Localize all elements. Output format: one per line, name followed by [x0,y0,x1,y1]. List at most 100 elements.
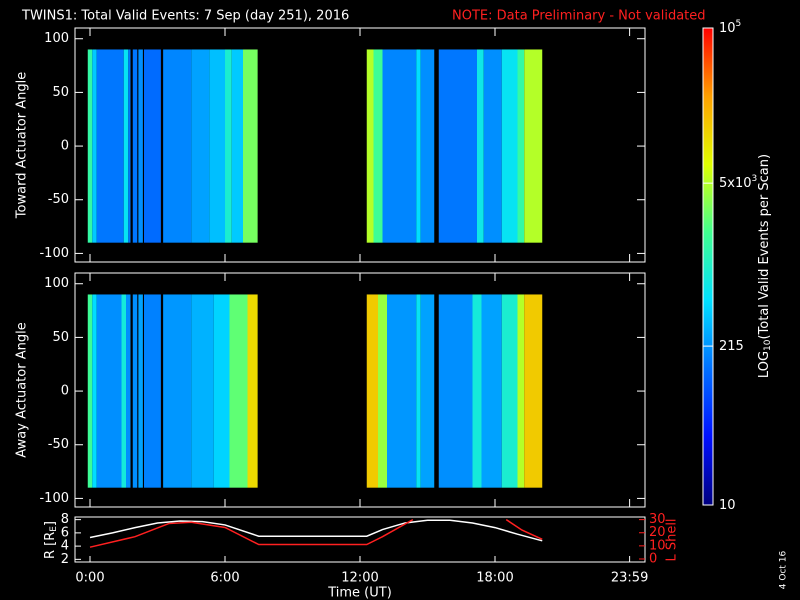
heat-stripe [243,49,258,243]
x-tick-label: 0:00 [75,571,104,586]
heat-stripe [96,49,124,243]
heat-stripe [229,294,248,488]
colorbar [702,27,714,506]
heat-stripe [373,49,383,243]
y-tick-label: 50 [52,330,69,345]
colorbar-tick-label: 5x103 [719,174,757,191]
heat-stripe [377,294,387,488]
y-tick-label: 50 [52,85,69,100]
x-tick-label: 6:00 [210,571,239,586]
y2-tick-label: 30 [649,512,666,527]
y2-tick-label: 20 [649,525,666,540]
heat-stripe [501,49,518,243]
y-tick-label: 2 [61,552,69,567]
label-part: LOG [757,351,772,378]
heat-stripe [144,49,161,243]
series-line [89,518,543,548]
y-tick-label: -50 [48,437,69,452]
chart-title: TWINS1: Total Valid Events: 7 Sep (day 2… [21,9,349,24]
y-tick-label: 0 [61,384,69,399]
tick-sup: 3 [752,174,758,184]
heat-stripe [163,294,192,488]
y2-axis-label: L Shell [665,518,680,561]
note: NOTE: Data Preliminary - Not validated [452,9,706,24]
x-axis-label: Time (UT) [327,586,392,600]
heat-stripe [128,49,131,243]
heat-stripe [366,294,378,488]
y-tick-label: 0 [61,139,69,154]
y-tick-label: -100 [39,491,69,506]
colorbar-label: LOG10(Total Valid Events per Scan) [757,154,773,378]
heat-stripe [163,49,192,243]
y-tick-label: 100 [44,31,69,46]
y2-tick-label: 10 [649,538,666,553]
colorbar-tick-label: 105 [719,19,741,36]
heat-stripe [438,49,477,243]
heat-stripe [517,294,525,488]
heat-stripe [524,294,543,488]
heat-stripe [123,49,129,243]
heat-stripe [231,49,244,243]
heat-stripe [144,294,161,488]
footer: 4 Oct 16 [779,550,789,589]
label-part: (Total Valid Events per Scan) [757,154,772,340]
heat-stripe [132,49,138,243]
colorbar-tick-label: 10 [719,498,736,513]
heat-stripe [126,294,131,488]
x-tick-label: 23:59 [611,571,648,586]
y-tick-label: 6 [61,525,69,540]
tick-text: 5x10 [719,176,752,191]
heat-stripe [416,49,421,243]
heat-stripe [191,49,210,243]
heat-stripe [247,294,258,488]
x-tick-label: 12:00 [341,571,378,586]
colorbar-tick-label: 215 [719,339,744,354]
heat-stripe [138,49,143,243]
heat-stripe [121,294,127,488]
series-line [89,519,543,542]
heat-stripe [96,294,122,488]
heat-stripe [366,49,374,243]
tick-text: 215 [719,339,744,354]
x-tick-label: 18:00 [476,571,513,586]
y-axis-label: R [RE] [43,521,59,559]
heat-stripe [386,294,417,488]
y-tick-label: -50 [48,192,69,207]
tick-text: 10 [719,498,736,513]
y-tick-label: 8 [61,512,69,527]
heat-stripe [476,49,484,243]
y-tick-label: 100 [44,276,69,291]
heat-stripe [132,294,138,488]
heat-stripe [87,49,93,243]
heat-stripe [225,49,232,243]
heat-stripe [438,294,473,488]
heat-stripe [420,294,435,488]
y-axis-label: Away Actuator Angle [15,322,30,457]
heat-stripe [92,294,97,488]
heat-stripe [209,49,226,243]
heat-stripe [501,294,518,488]
y2-tick-label: 0 [649,551,657,566]
label-part: ] [43,521,58,526]
heat-stripe [416,294,421,488]
heat-stripe [138,294,143,488]
tick-sup: 5 [736,19,742,29]
label-part: R [R [43,532,58,559]
y-tick-label: -100 [39,246,69,261]
heat-stripe [517,49,525,243]
heat-stripe [191,294,214,488]
heat-stripe [524,49,543,243]
tick-text: 10 [719,21,736,36]
heat-stripe [472,294,482,488]
heat-stripe [483,49,502,243]
label-part: 10 [763,339,773,351]
label-part: E [49,526,59,532]
heat-stripe [87,294,93,488]
y-tick-label: 4 [61,539,69,554]
heat-stripe [213,294,230,488]
heat-stripe [420,49,435,243]
y-axis-label: Toward Actuator Angle [15,72,30,219]
heat-stripe [382,49,417,243]
heat-stripe [481,294,502,488]
